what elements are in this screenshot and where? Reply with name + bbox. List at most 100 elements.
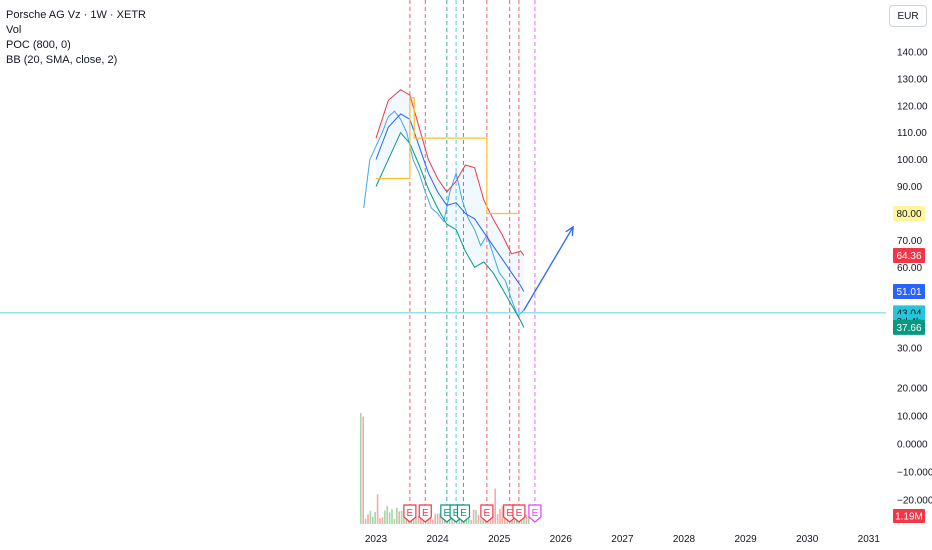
price-badge-label: 64.36 — [896, 251, 921, 262]
volume-bar — [386, 506, 388, 524]
volume-bar — [391, 509, 393, 524]
lower-axis-tick-label: −10.000 — [897, 468, 932, 479]
earnings-marker-badge — [480, 504, 494, 523]
volume-badge — [893, 509, 925, 523]
volume-bar — [470, 519, 472, 524]
earnings-marker-label: E — [506, 508, 513, 519]
volume-bar — [482, 515, 484, 524]
volume-bar — [472, 509, 475, 524]
earnings-marker-badge — [403, 504, 417, 523]
volume-bar — [468, 518, 470, 524]
volume-bar — [398, 511, 400, 524]
chart-legend: Porsche AG Vz · 1W · XETR Vol POC (800, … — [6, 8, 146, 68]
price-badge-label: 51.01 — [896, 287, 921, 298]
projection-arrow-line — [523, 226, 574, 311]
series-poc-line — [376, 97, 518, 215]
currency-selector[interactable]: EUR — [889, 5, 927, 27]
price-axis-tick-label: 30.00 — [897, 344, 922, 355]
earnings-marker-label: E — [516, 508, 523, 519]
volume-bar — [369, 510, 372, 524]
lower-axis-tick-label: −20.000 — [897, 496, 932, 507]
time-axis-tick-label: 2028 — [673, 534, 696, 545]
earnings-marker-label: E — [422, 508, 429, 519]
volume-bar — [396, 507, 398, 524]
bollinger-band-fill — [376, 89, 524, 328]
price-badge — [893, 248, 925, 264]
series-lower-line — [375, 131, 525, 328]
volume-bar — [376, 494, 379, 524]
price-badge-label: 80.00 — [896, 209, 921, 220]
bollinger-indicator-label[interactable]: BB (20, SMA, close, 2) — [6, 54, 118, 66]
volume-bar — [415, 516, 417, 524]
earnings-marker-label: E — [407, 508, 414, 519]
lower-axis-tick-label: 20.000 — [897, 384, 928, 395]
projection-arrow-head — [565, 225, 574, 236]
earnings-marker-badge — [512, 504, 526, 523]
series-close-line — [363, 110, 525, 317]
time-axis-tick-label: 2027 — [611, 534, 634, 545]
volume-bar — [501, 506, 504, 524]
volume-bar — [492, 513, 494, 524]
volume-bar — [436, 513, 439, 524]
price-axis-tick-label: 100.00 — [897, 155, 928, 166]
volume-bar — [451, 518, 453, 524]
volume-bar — [403, 513, 405, 524]
volume-bar — [384, 510, 386, 524]
series-upper-line — [375, 89, 525, 256]
price-axis-tick-label: 90.00 — [897, 182, 922, 193]
volume-bar — [381, 517, 384, 524]
volume-bar — [525, 514, 528, 524]
price-badge — [893, 205, 925, 221]
time-axis-tick-label: 2024 — [426, 534, 449, 545]
volume-bar — [379, 518, 381, 524]
volume-bar — [388, 512, 391, 524]
volume-badge-label: 1.19M — [895, 512, 923, 523]
time-axis-tick-label: 2026 — [550, 534, 573, 545]
volume-bar — [496, 514, 499, 524]
volume-bar — [499, 508, 501, 524]
time-axis-tick-label: 2025 — [488, 534, 511, 545]
price-axis-tick-label: 110.00 — [897, 128, 927, 139]
volume-bar — [494, 488, 496, 524]
volume-bar — [504, 513, 506, 524]
time-axis-tick-label: 2030 — [796, 534, 819, 545]
volume-bar — [360, 413, 362, 524]
time-axis-tick-label: 2031 — [858, 534, 881, 545]
earnings-marker-label: E — [460, 508, 467, 519]
volume-bar — [362, 416, 364, 524]
price-axis-tick-label: 140.00 — [897, 48, 928, 59]
volume-bar — [513, 519, 516, 524]
time-axis-tick-label: 2023 — [365, 534, 388, 545]
volume-bar — [439, 513, 441, 524]
earnings-marker-badge — [456, 504, 471, 523]
price-axis-tick-label: 120.00 — [897, 101, 928, 112]
price-badge-label: 43.04 — [896, 308, 921, 319]
lower-axis-tick-label: 10.000 — [897, 412, 928, 423]
volume-bar — [432, 519, 434, 524]
series-basis-line — [375, 113, 525, 292]
volume-bar — [477, 514, 480, 524]
volume-bar — [372, 516, 374, 524]
volume-bar — [374, 512, 376, 524]
volume-bar — [417, 516, 420, 524]
volume-bar — [400, 510, 403, 524]
price-badge-label: 37.66 — [896, 323, 921, 334]
volume-bar — [475, 509, 477, 524]
time-axis-tick-label: 2029 — [734, 534, 757, 545]
earnings-marker-label: E — [453, 508, 460, 519]
volume-bar — [364, 518, 367, 524]
volume-indicator-label[interactable]: Vol — [6, 24, 22, 36]
volume-bar — [528, 516, 530, 524]
symbol-title[interactable]: Porsche AG Vz · 1W · XETR — [6, 9, 146, 21]
earnings-marker-label: E — [484, 508, 491, 519]
price-axis-tick-label: 70.00 — [897, 236, 922, 247]
earnings-marker-badge — [418, 504, 432, 523]
price-badge — [893, 283, 925, 299]
poc-indicator-label[interactable]: POC (800, 0) — [6, 39, 71, 51]
price-axis-tick-label: 130.00 — [897, 74, 928, 85]
volume-bar — [367, 514, 369, 524]
volume-bar — [480, 518, 482, 524]
volume-bar — [434, 513, 436, 524]
price-badge — [893, 319, 925, 335]
